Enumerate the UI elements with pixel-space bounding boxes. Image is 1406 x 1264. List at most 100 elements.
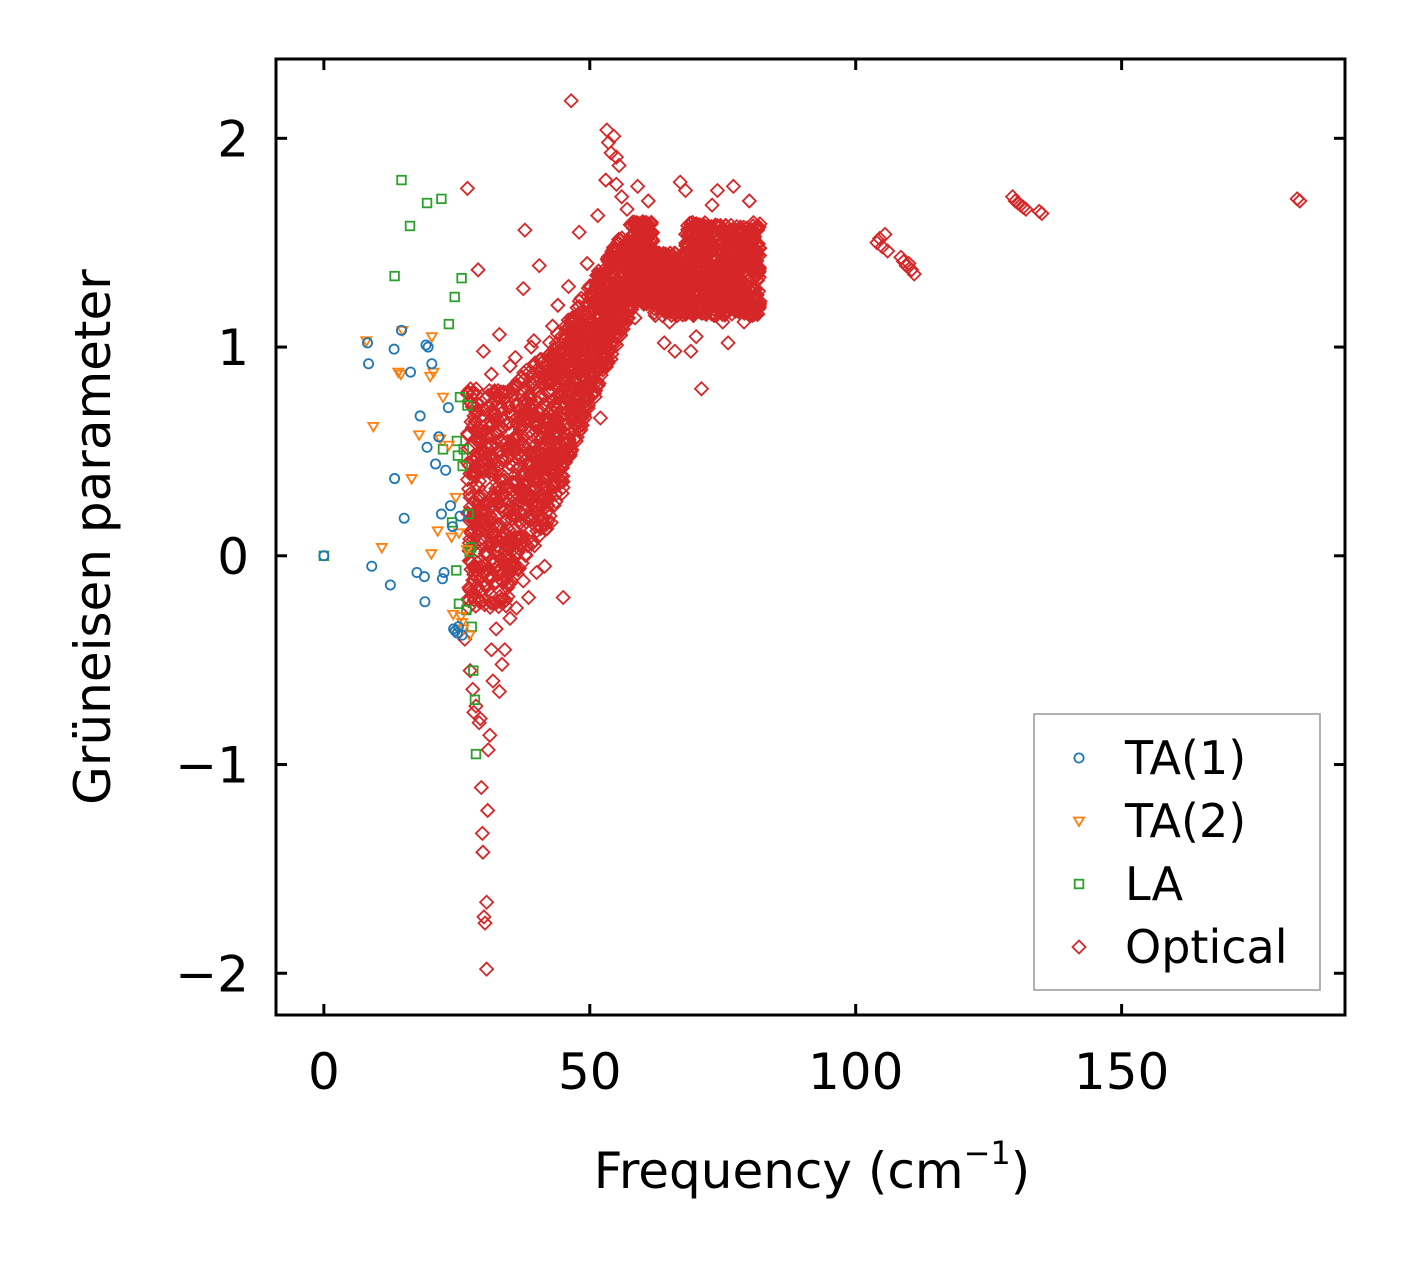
optical-point — [539, 497, 556, 513]
optical-point — [476, 515, 493, 532]
ta1-point — [318, 550, 330, 562]
ta1-point — [414, 410, 426, 422]
optical-point — [735, 240, 751, 257]
optical-point — [542, 447, 558, 464]
optical-point — [545, 474, 562, 491]
optical-point — [721, 234, 738, 250]
optical-point — [589, 207, 606, 224]
optical-point — [491, 683, 508, 700]
optical-point — [492, 433, 509, 450]
la-point — [468, 665, 479, 676]
la-point — [470, 748, 482, 760]
optical-point — [605, 265, 621, 281]
optical-point — [487, 488, 504, 505]
optical-point — [699, 224, 715, 241]
optical-point — [627, 310, 643, 326]
legend-item-ta1: TA(1) — [1073, 731, 1246, 785]
optical-point — [690, 247, 707, 264]
optical-point — [492, 588, 508, 605]
optical-point — [731, 282, 747, 299]
optical-point — [682, 288, 699, 305]
optical-point — [724, 271, 741, 288]
optical-point — [485, 673, 501, 689]
optical-point — [483, 366, 500, 382]
legend-label-la: LA — [1125, 857, 1184, 911]
optical-point — [524, 479, 540, 495]
optical-point — [501, 556, 518, 573]
legend-item-la: LA — [1073, 857, 1184, 911]
optical-point — [478, 894, 495, 911]
legend-item-optical: Optical — [1071, 920, 1287, 974]
optical-point — [738, 283, 754, 300]
optical-point — [589, 350, 605, 367]
optical-point — [561, 319, 577, 336]
la-point — [452, 450, 464, 461]
optical-point — [607, 268, 624, 285]
la-point — [446, 517, 458, 528]
optical-point — [502, 610, 518, 627]
optical-point — [487, 554, 503, 571]
optical-point — [515, 280, 532, 297]
optical-point — [505, 378, 522, 394]
optical-point — [549, 430, 565, 447]
optical-point — [532, 520, 549, 537]
optical-point — [688, 263, 705, 280]
optical-point — [505, 435, 521, 451]
optical-point — [533, 424, 550, 440]
ta1-point — [436, 573, 448, 585]
optical-point — [619, 251, 636, 268]
x-axis-label: Frequency (cm−1) — [594, 1134, 1031, 1200]
optical-point — [644, 239, 660, 256]
optical-point — [496, 641, 513, 658]
la-point — [436, 193, 447, 205]
optical-point — [901, 255, 917, 272]
optical-point — [569, 299, 585, 316]
ta1-point — [440, 464, 452, 476]
optical-point — [470, 560, 486, 576]
x-tick-label: 150 — [1074, 1043, 1169, 1101]
optical-point — [650, 292, 666, 308]
optical-point — [573, 407, 590, 424]
optical-point — [734, 235, 751, 252]
optical-point — [479, 802, 496, 819]
optical-point — [465, 584, 481, 601]
la-point — [404, 220, 416, 232]
la-point — [396, 174, 407, 186]
data-points — [318, 92, 1308, 977]
optical-point — [635, 214, 651, 230]
optical-point — [479, 545, 495, 561]
legend-marker-la — [1073, 878, 1085, 890]
optical-point — [709, 182, 726, 199]
optical-point — [507, 349, 524, 366]
optical-point — [484, 526, 500, 543]
x-axis-label-superscript: −1 — [964, 1134, 1011, 1172]
optical-point — [537, 470, 554, 487]
optical-point — [556, 389, 572, 406]
optical-point — [499, 575, 516, 592]
optical-point — [467, 463, 483, 479]
optical-point — [518, 547, 534, 564]
optical-point — [559, 441, 575, 458]
optical-point — [548, 361, 565, 378]
legend-label-ta1: TA(1) — [1124, 731, 1246, 785]
optical-point — [472, 710, 488, 727]
optical-point — [531, 462, 548, 478]
la-point — [449, 291, 460, 303]
optical-point — [518, 362, 535, 378]
optical-point — [480, 581, 497, 598]
optical-point — [526, 498, 543, 514]
optical-point — [539, 375, 555, 392]
optical-point — [595, 336, 611, 352]
optical-point — [737, 291, 754, 307]
ta1-point — [422, 341, 434, 353]
optical-point — [706, 280, 722, 297]
legend-item-ta2: TA(2) — [1072, 794, 1246, 848]
optical-point — [507, 430, 523, 447]
optical-point — [534, 354, 550, 371]
optical-point — [509, 378, 526, 395]
optical-point — [477, 445, 494, 462]
la-point — [454, 391, 466, 403]
optical-point — [465, 397, 482, 413]
la-point — [461, 604, 472, 616]
